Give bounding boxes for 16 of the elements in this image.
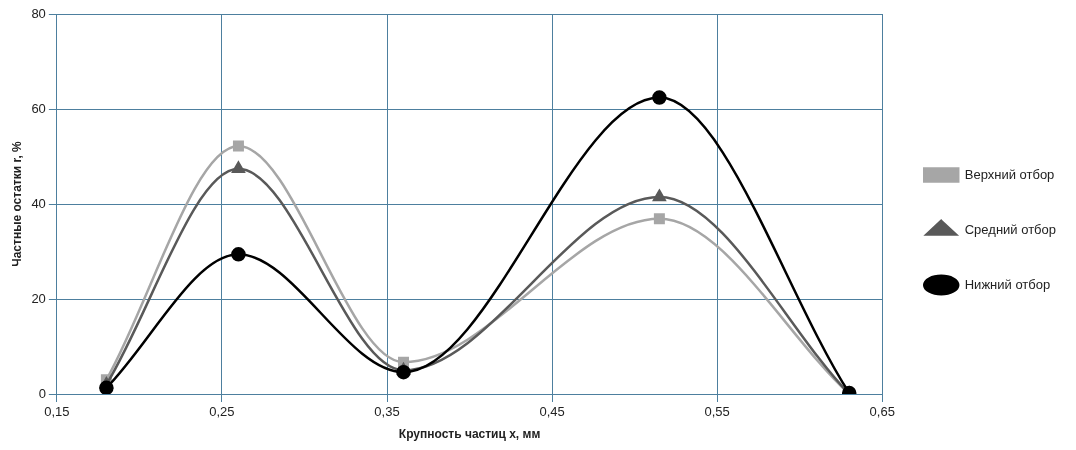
y-tick-label: 0	[38, 385, 46, 401]
y-tick-label: 20	[31, 290, 46, 306]
x-tick-label: 0,25	[209, 404, 235, 420]
y-tick-label: 60	[31, 100, 46, 116]
legend-label: Нижний отбор	[964, 276, 1051, 292]
legend-label: Средний отбор	[964, 221, 1057, 237]
legend-label: Верхний отбор	[964, 166, 1055, 182]
x-tick-label: 0,35	[374, 404, 400, 420]
y-axis-title: Частные остатки r, %	[9, 140, 24, 267]
y-tick-label: 40	[31, 195, 46, 211]
y-tick-label: 80	[31, 5, 46, 21]
x-axis-title: Крупность частиц x, мм	[398, 427, 541, 442]
x-tick-label: 0,65	[869, 404, 895, 420]
x-tick-label: 0,55	[704, 404, 730, 420]
x-tick-label: 0,15	[44, 404, 70, 420]
x-tick-label: 0,45	[539, 404, 565, 420]
